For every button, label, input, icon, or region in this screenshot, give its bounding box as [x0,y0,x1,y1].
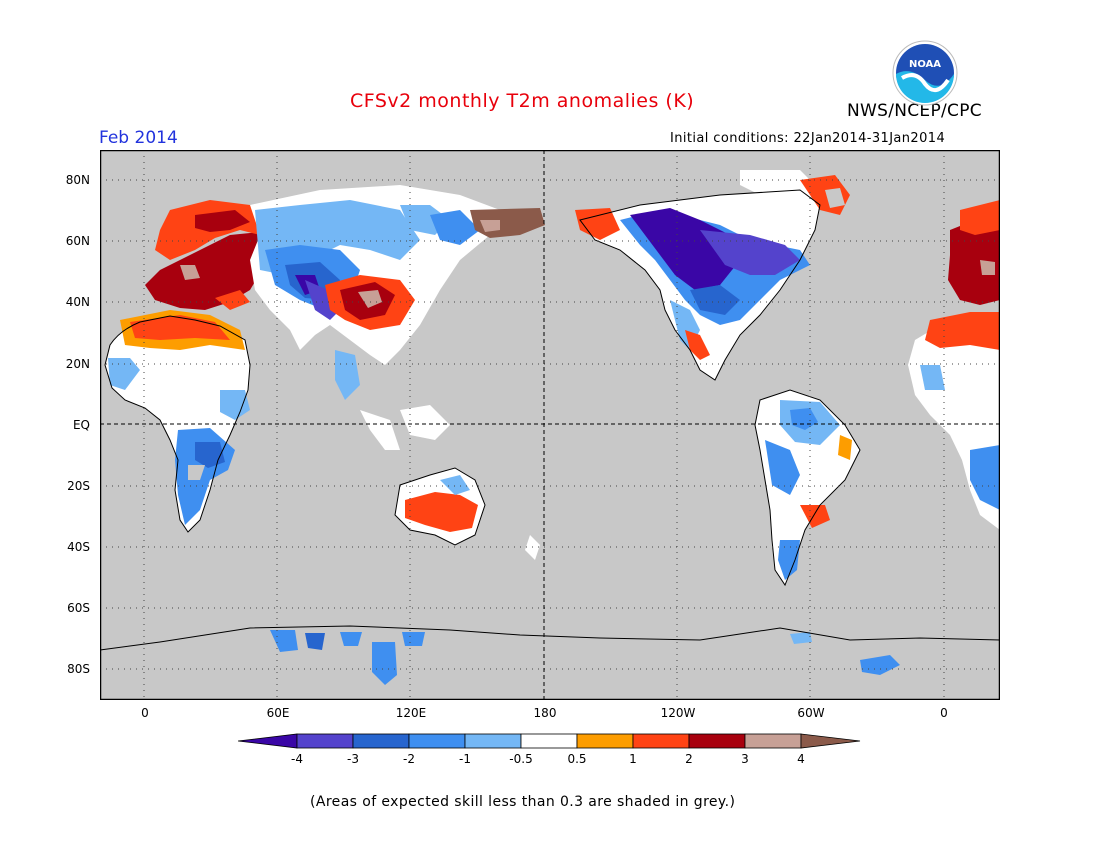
initial-conditions: Initial conditions: 22Jan2014-31Jan2014 [670,131,946,146]
logo-text: NOAA [909,59,941,70]
forecast-month: Feb 2014 [99,128,178,148]
asia-landmass [250,185,545,450]
map-canvas [100,150,1000,700]
colorbar-label: -3 [347,752,359,766]
colorbar-label: -1 [459,752,471,766]
colorbar-label: -4 [291,752,303,766]
ocean-background [100,150,1000,700]
colorbar-label: 1 [629,752,637,766]
lat-label-80n: 80N [65,173,90,187]
lat-label-60n: 60N [65,234,90,248]
lon-label-60w: 60W [797,706,825,720]
australia-landmass [395,468,540,560]
colorbar-segment [688,733,746,749]
lon-label-0-wrap: 0 [940,706,948,720]
colorbar-label: 0.5 [567,752,587,766]
colorbar-segment [352,733,410,749]
map-frame [100,150,1000,700]
colorbar-arrow-high [800,733,861,749]
lat-label-40s: 40S [67,540,90,554]
north-america-landmass [575,170,850,380]
colorbar-label: -0.5 [509,752,533,766]
colorbar-segment [296,733,354,749]
colorbar-segment [520,733,578,749]
colorbar-segment [408,733,466,749]
lon-label-60e: 60E [266,706,290,720]
colorbar-label: 4 [797,752,805,766]
lon-label-120e: 120E [395,706,427,720]
colorbar [238,733,861,749]
gridlines [100,150,1000,700]
lat-label-60s: 60S [67,601,90,615]
colorbar-segment [632,733,690,749]
colorbar-segment [464,733,522,749]
lat-label-eq: EQ [72,418,90,432]
lat-label-20s: 20S [67,479,90,493]
coastlines [100,189,1000,651]
south-america-landmass [755,390,860,585]
lat-label-20n: 20N [65,357,90,371]
europe-africa-landmass-wrap [908,200,1000,530]
lon-label-0: 0 [141,706,149,720]
lat-label-80s: 80S [67,662,90,676]
lon-label-180: 180 [533,706,557,720]
colorbar-label: 3 [741,752,749,766]
colorbar-label: -2 [403,752,415,766]
agency-label: NWS/NCEP/CPC [847,101,982,121]
colorbar-label: 2 [685,752,693,766]
noaa-logo: NOAA [892,40,958,106]
colorbar-segment [744,733,802,749]
skill-footnote: (Areas of expected skill less than 0.3 a… [310,794,736,810]
anomaly-map [100,150,1000,700]
antarctica-landmass [100,626,1000,700]
colorbar-segment [576,733,634,749]
lat-label-40n: 40N [65,295,90,309]
lon-label-120w: 120W [660,706,696,720]
colorbar-arrow-low [238,733,298,749]
map-title: CFSv2 monthly T2m anomalies (K) [350,90,695,112]
